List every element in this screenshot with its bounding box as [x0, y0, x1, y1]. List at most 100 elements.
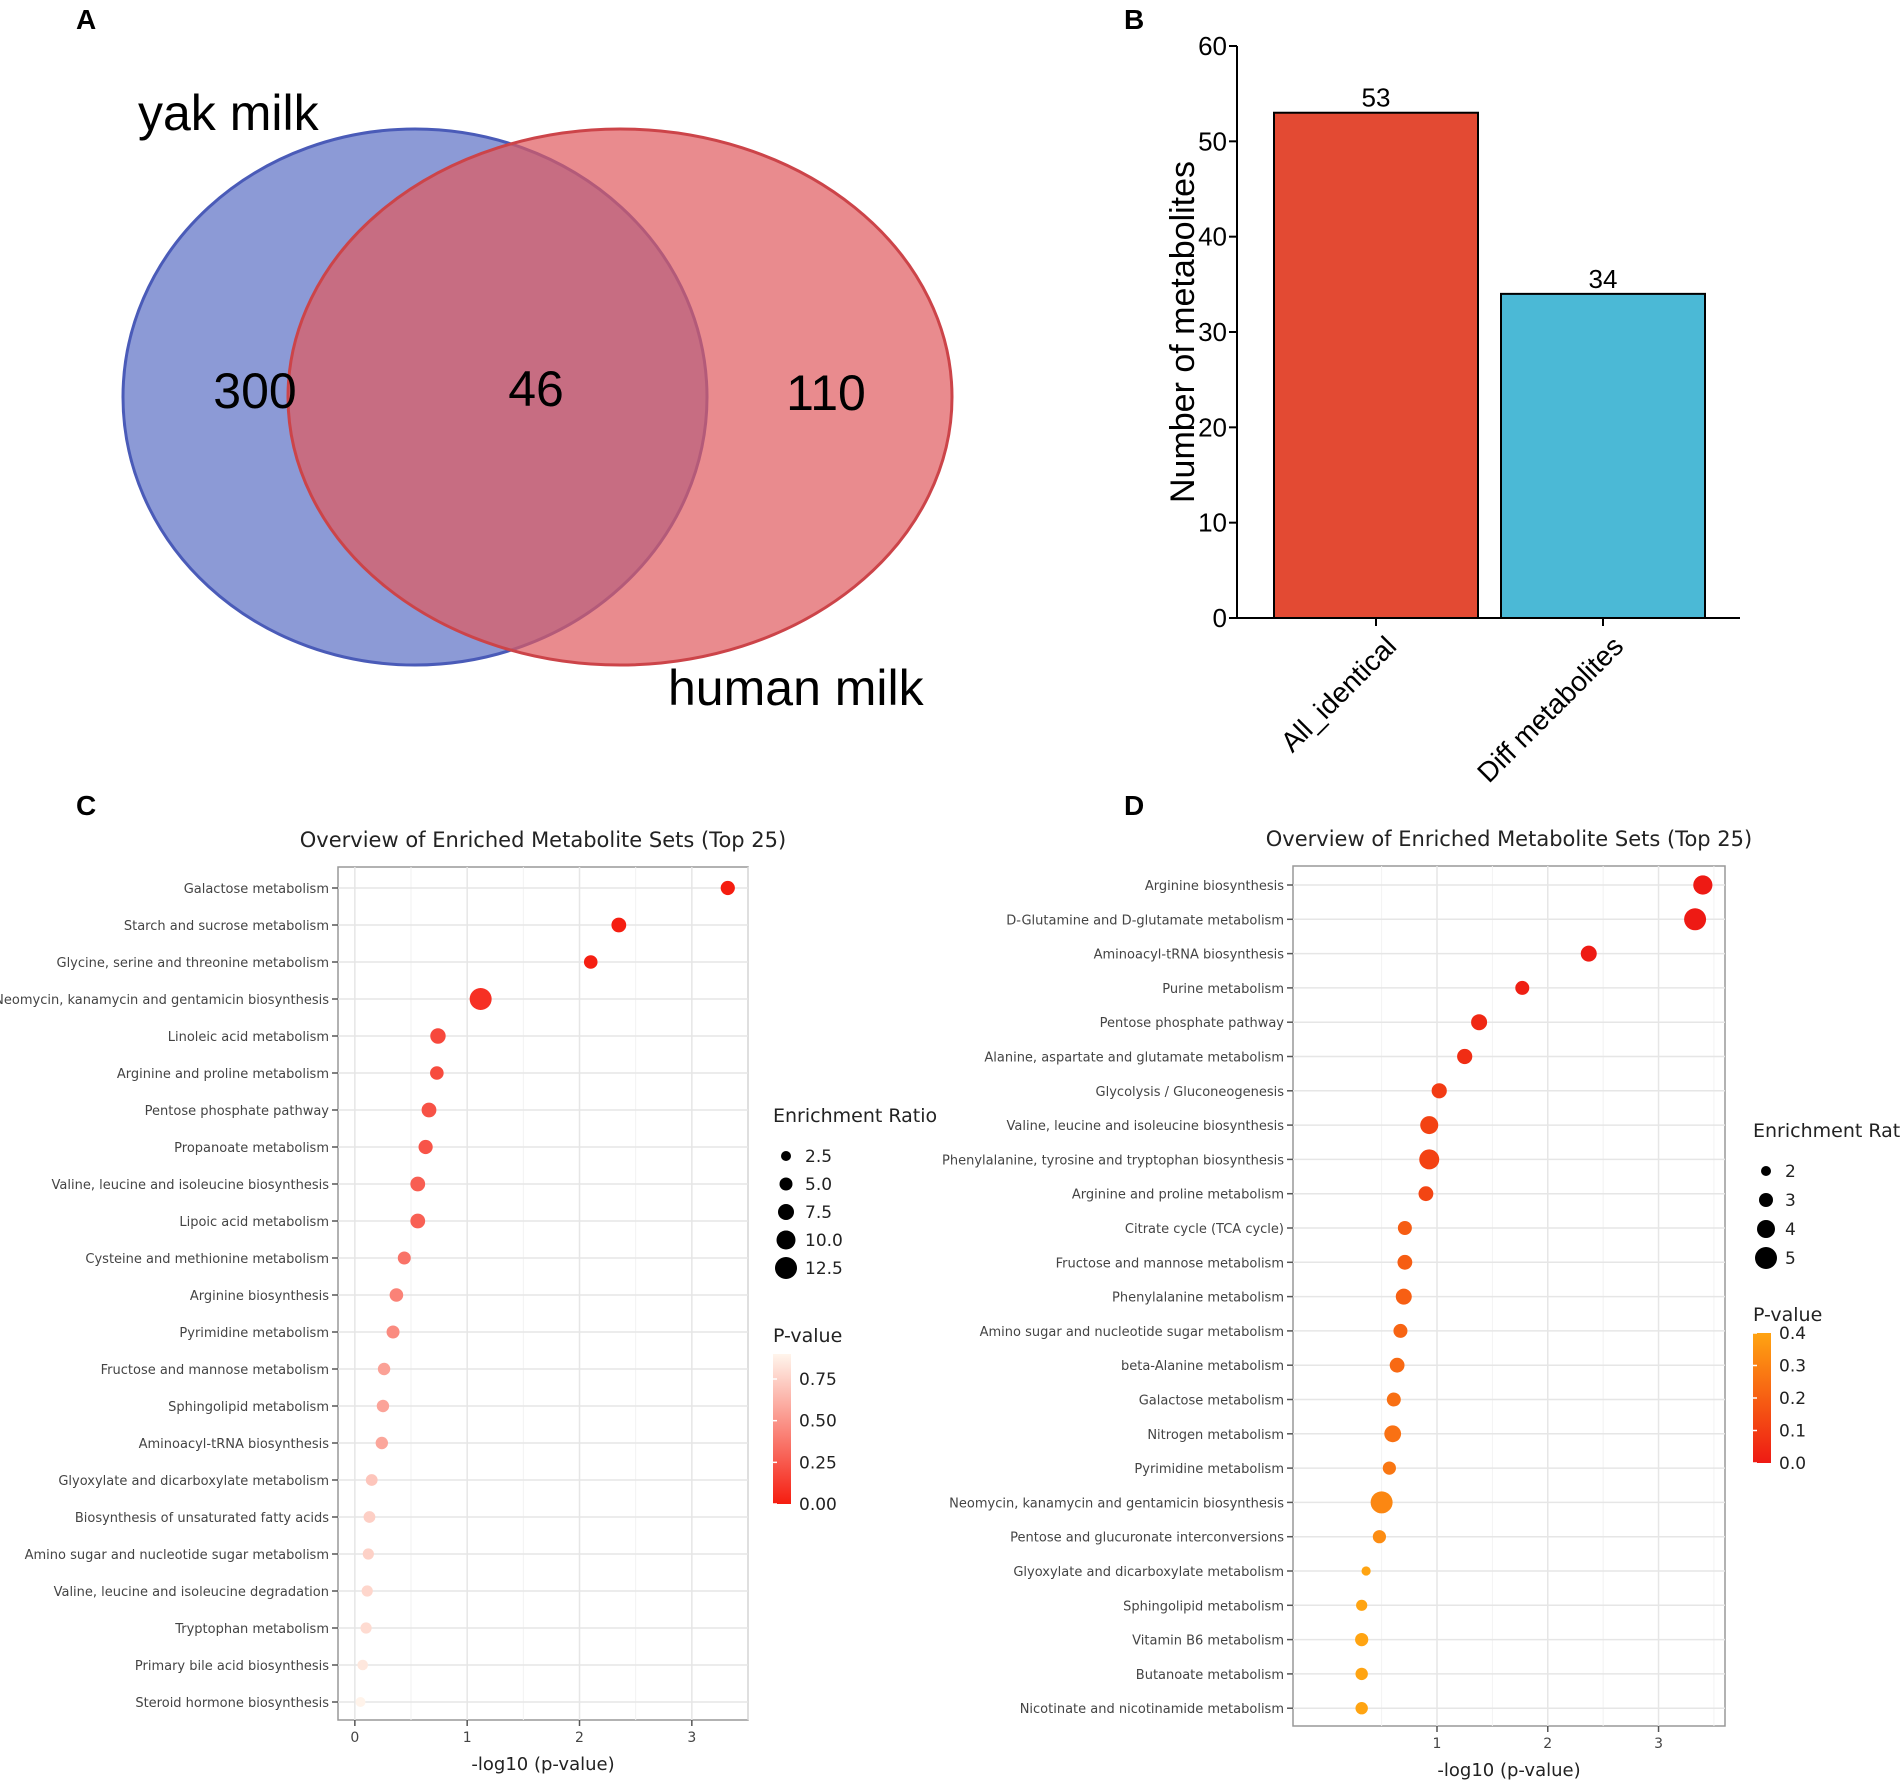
data-point — [1372, 1530, 1386, 1544]
data-point — [1397, 1254, 1413, 1270]
pathway-label: Pyrimidine metabolism — [179, 1326, 329, 1341]
data-point — [365, 1474, 378, 1486]
pathway-label: Butanoate metabolism — [1136, 1668, 1284, 1683]
data-point — [362, 1548, 374, 1560]
pathway-label: Neomycin, kanamycin and gentamicin biosy… — [949, 1496, 1284, 1511]
pathway-label: Valine, leucine and isoleucine biosynthe… — [52, 1178, 330, 1193]
color-legend-bar — [773, 1354, 791, 1504]
color-legend-title: P-value — [773, 1325, 842, 1347]
data-point — [1386, 1392, 1401, 1407]
pathway-label: Alanine, aspartate and glutamate metabol… — [984, 1051, 1284, 1066]
pathway-label: Valine, leucine and isoleucine biosynthe… — [1007, 1119, 1285, 1134]
size-legend-label: 2.5 — [805, 1147, 832, 1167]
data-point — [410, 1176, 426, 1192]
data-point — [1356, 1599, 1368, 1611]
y-tick-label: 10 — [1198, 508, 1227, 538]
pathway-label: Arginine and proline metabolism — [1072, 1188, 1284, 1203]
data-point — [418, 1139, 433, 1155]
y-tick-label: 20 — [1198, 412, 1227, 442]
pathway-label: Citrate cycle (TCA cycle) — [1125, 1222, 1284, 1237]
data-point — [363, 1511, 376, 1523]
x-tick-label: 3 — [1654, 1736, 1663, 1752]
color-legend-label: 0.75 — [799, 1370, 837, 1390]
pathway-label: Glycine, serine and threonine metabolism — [57, 956, 330, 971]
bar-chart: 0 10 20 30 40 50 60 Number of metabolites 53 All_… — [1164, 31, 1740, 788]
panel-label-b: B — [1124, 4, 1145, 35]
pathway-label: Pyrimidine metabolism — [1134, 1462, 1284, 1477]
color-legend-label: 0.50 — [799, 1412, 837, 1432]
size-legend-label: 10.0 — [805, 1231, 843, 1251]
pathway-label: Propanoate metabolism — [174, 1141, 329, 1156]
pathway-label: D-Glutamine and D-glutamate metabolism — [1006, 913, 1284, 928]
y-axis-title: Number of metabolites — [1164, 161, 1202, 503]
data-point — [1457, 1048, 1473, 1065]
data-point — [1515, 980, 1530, 995]
bar-all-identical — [1273, 111, 1479, 619]
enrichment-dot-plot-d: Overview of Enriched Metabolite Sets (To… — [942, 827, 1902, 1780]
venn-count-human-only: 110 — [786, 365, 866, 421]
venn-count-shared: 46 — [508, 361, 564, 417]
color-legend-bar — [1753, 1333, 1771, 1463]
y-tick-label: 60 — [1198, 31, 1227, 61]
pathway-label: Glyoxylate and dicarboxylate metabolism — [58, 1474, 329, 1489]
pathway-label: Nitrogen metabolism — [1147, 1428, 1284, 1443]
color-legend-label: 0.0 — [1779, 1454, 1806, 1474]
data-point — [1684, 908, 1707, 931]
pathway-label: Pentose phosphate pathway — [145, 1104, 330, 1119]
data-point — [355, 1697, 366, 1707]
size-legend-dot — [1761, 1166, 1771, 1176]
pathway-label: Cysteine and methionine metabolism — [85, 1252, 329, 1267]
venn-set-human — [286, 127, 954, 667]
pathway-label: Arginine biosynthesis — [190, 1289, 329, 1304]
pathway-label: Steroid hormone biosynthesis — [135, 1696, 329, 1711]
data-point — [1361, 1566, 1371, 1576]
venn-label-yak: yak milk — [138, 85, 320, 141]
data-point — [430, 1028, 446, 1044]
enrichment-dot-plot-c: Overview of Enriched Metabolite Sets (To… — [0, 828, 937, 1775]
pathway-label: Nicotinate and nicotinamide metabolism — [1020, 1702, 1284, 1717]
plot-title: Overview of Enriched Metabolite Sets (To… — [300, 828, 786, 852]
data-point — [1395, 1288, 1412, 1305]
x-tick-label: 3 — [687, 1730, 696, 1746]
pathway-label: Tryptophan metabolism — [174, 1622, 329, 1637]
data-point — [1419, 1149, 1440, 1170]
pathway-label: Biosynthesis of unsaturated fatty acids — [75, 1511, 329, 1526]
data-point — [430, 1066, 444, 1080]
pathway-label: Pentose and glucuronate interconversions — [1010, 1531, 1284, 1546]
data-point — [1382, 1461, 1396, 1475]
plot-title: Overview of Enriched Metabolite Sets (To… — [1266, 827, 1752, 851]
color-legend-label: 0.00 — [799, 1495, 837, 1515]
color-legend-label: 0.4 — [1779, 1324, 1806, 1344]
pathway-label: Lipoic acid metabolism — [179, 1215, 329, 1230]
data-point — [469, 988, 492, 1010]
pathway-label: Arginine biosynthesis — [1145, 879, 1284, 894]
color-legend-label: 0.25 — [799, 1453, 837, 1473]
data-point — [1418, 1186, 1434, 1202]
data-point — [611, 917, 627, 933]
data-point — [1355, 1633, 1369, 1647]
pathway-label: Glyoxylate and dicarboxylate metabolism — [1013, 1565, 1284, 1580]
data-point — [1471, 1014, 1488, 1031]
x-tick-label: 2 — [1543, 1736, 1552, 1752]
bar-value-label: 53 — [1362, 83, 1391, 113]
data-point — [360, 1622, 372, 1634]
pathway-label: Phenylalanine metabolism — [1112, 1291, 1284, 1306]
data-point — [421, 1102, 437, 1118]
size-legend-dot — [1759, 1193, 1773, 1207]
data-point — [377, 1362, 391, 1376]
pathway-label: Aminoacyl-tRNA biosynthesis — [1094, 948, 1285, 963]
color-legend-label: 0.1 — [1779, 1422, 1806, 1442]
plot-panel — [337, 866, 749, 1721]
pathway-label: Glycolysis / Gluconeogenesis — [1096, 1085, 1285, 1100]
data-point — [1693, 875, 1713, 895]
color-legend-title: P-value — [1753, 1304, 1822, 1326]
size-legend-dot — [775, 1257, 797, 1279]
pathway-label: Galactose metabolism — [184, 882, 329, 897]
size-legend-label: 5.0 — [805, 1175, 832, 1195]
size-legend-label: 12.5 — [805, 1259, 843, 1279]
venn-label-human: human milk — [668, 660, 925, 716]
pathway-label: Starch and sucrose metabolism — [124, 919, 329, 934]
size-legend-title: Enrichment Ratio — [773, 1105, 937, 1127]
x-axis-title: -log10 (p-value) — [471, 1754, 614, 1775]
x-tick-label: All_identical — [1275, 630, 1403, 758]
